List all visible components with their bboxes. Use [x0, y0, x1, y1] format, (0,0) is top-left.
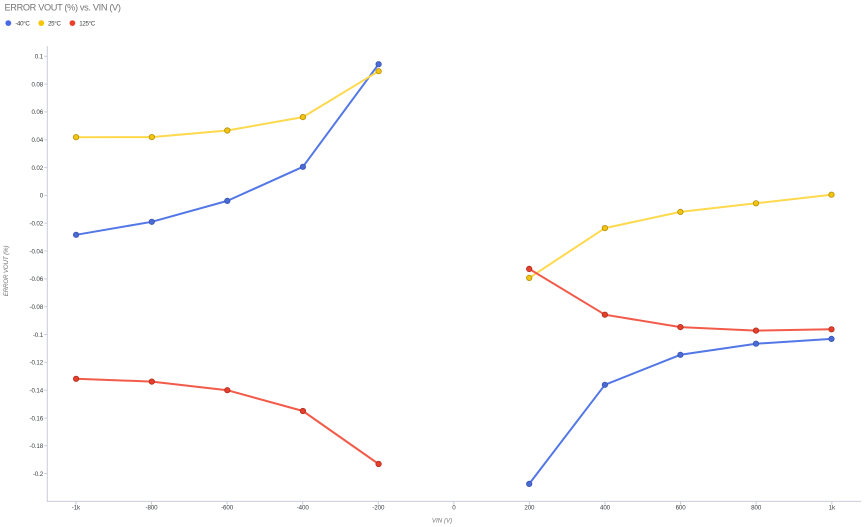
- svg-text:0: 0: [452, 505, 456, 512]
- svg-text:-600: -600: [221, 505, 234, 512]
- svg-text:-40°C: -40°C: [15, 20, 30, 27]
- svg-text:25°C: 25°C: [48, 20, 61, 27]
- svg-text:0.02: 0.02: [31, 165, 43, 172]
- svg-text:-0.1: -0.1: [33, 332, 44, 339]
- svg-text:VIN (V): VIN (V): [432, 518, 452, 525]
- svg-text:0.04: 0.04: [31, 137, 43, 144]
- svg-text:-0.14: -0.14: [29, 387, 43, 394]
- svg-text:600: 600: [676, 505, 687, 512]
- svg-text:ERROR VOUT (%): ERROR VOUT (%): [3, 246, 10, 297]
- svg-text:0: 0: [40, 193, 44, 200]
- svg-text:-800: -800: [146, 505, 159, 512]
- svg-text:0.08: 0.08: [31, 81, 43, 88]
- svg-text:-0.12: -0.12: [29, 360, 43, 367]
- svg-text:-0.18: -0.18: [29, 443, 43, 450]
- svg-text:200: 200: [524, 505, 535, 512]
- svg-text:-200: -200: [372, 505, 385, 512]
- svg-text:ERROR VOUT (%) vs. VIN (V): ERROR VOUT (%) vs. VIN (V): [5, 3, 121, 13]
- svg-text:0.1: 0.1: [35, 54, 44, 61]
- svg-text:-0.16: -0.16: [29, 415, 43, 422]
- svg-text:400: 400: [600, 505, 611, 512]
- svg-text:-1k: -1k: [72, 505, 81, 512]
- svg-text:1k: 1k: [829, 505, 836, 512]
- svg-text:-0.08: -0.08: [29, 304, 43, 311]
- svg-text:125°C: 125°C: [79, 20, 96, 27]
- svg-text:-0.04: -0.04: [29, 248, 43, 255]
- svg-text:0.06: 0.06: [31, 109, 43, 116]
- svg-text:-400: -400: [297, 505, 310, 512]
- svg-text:800: 800: [751, 505, 762, 512]
- svg-text:-0.02: -0.02: [29, 221, 43, 228]
- svg-text:-0.06: -0.06: [29, 276, 43, 283]
- svg-text:-0.2: -0.2: [33, 471, 44, 478]
